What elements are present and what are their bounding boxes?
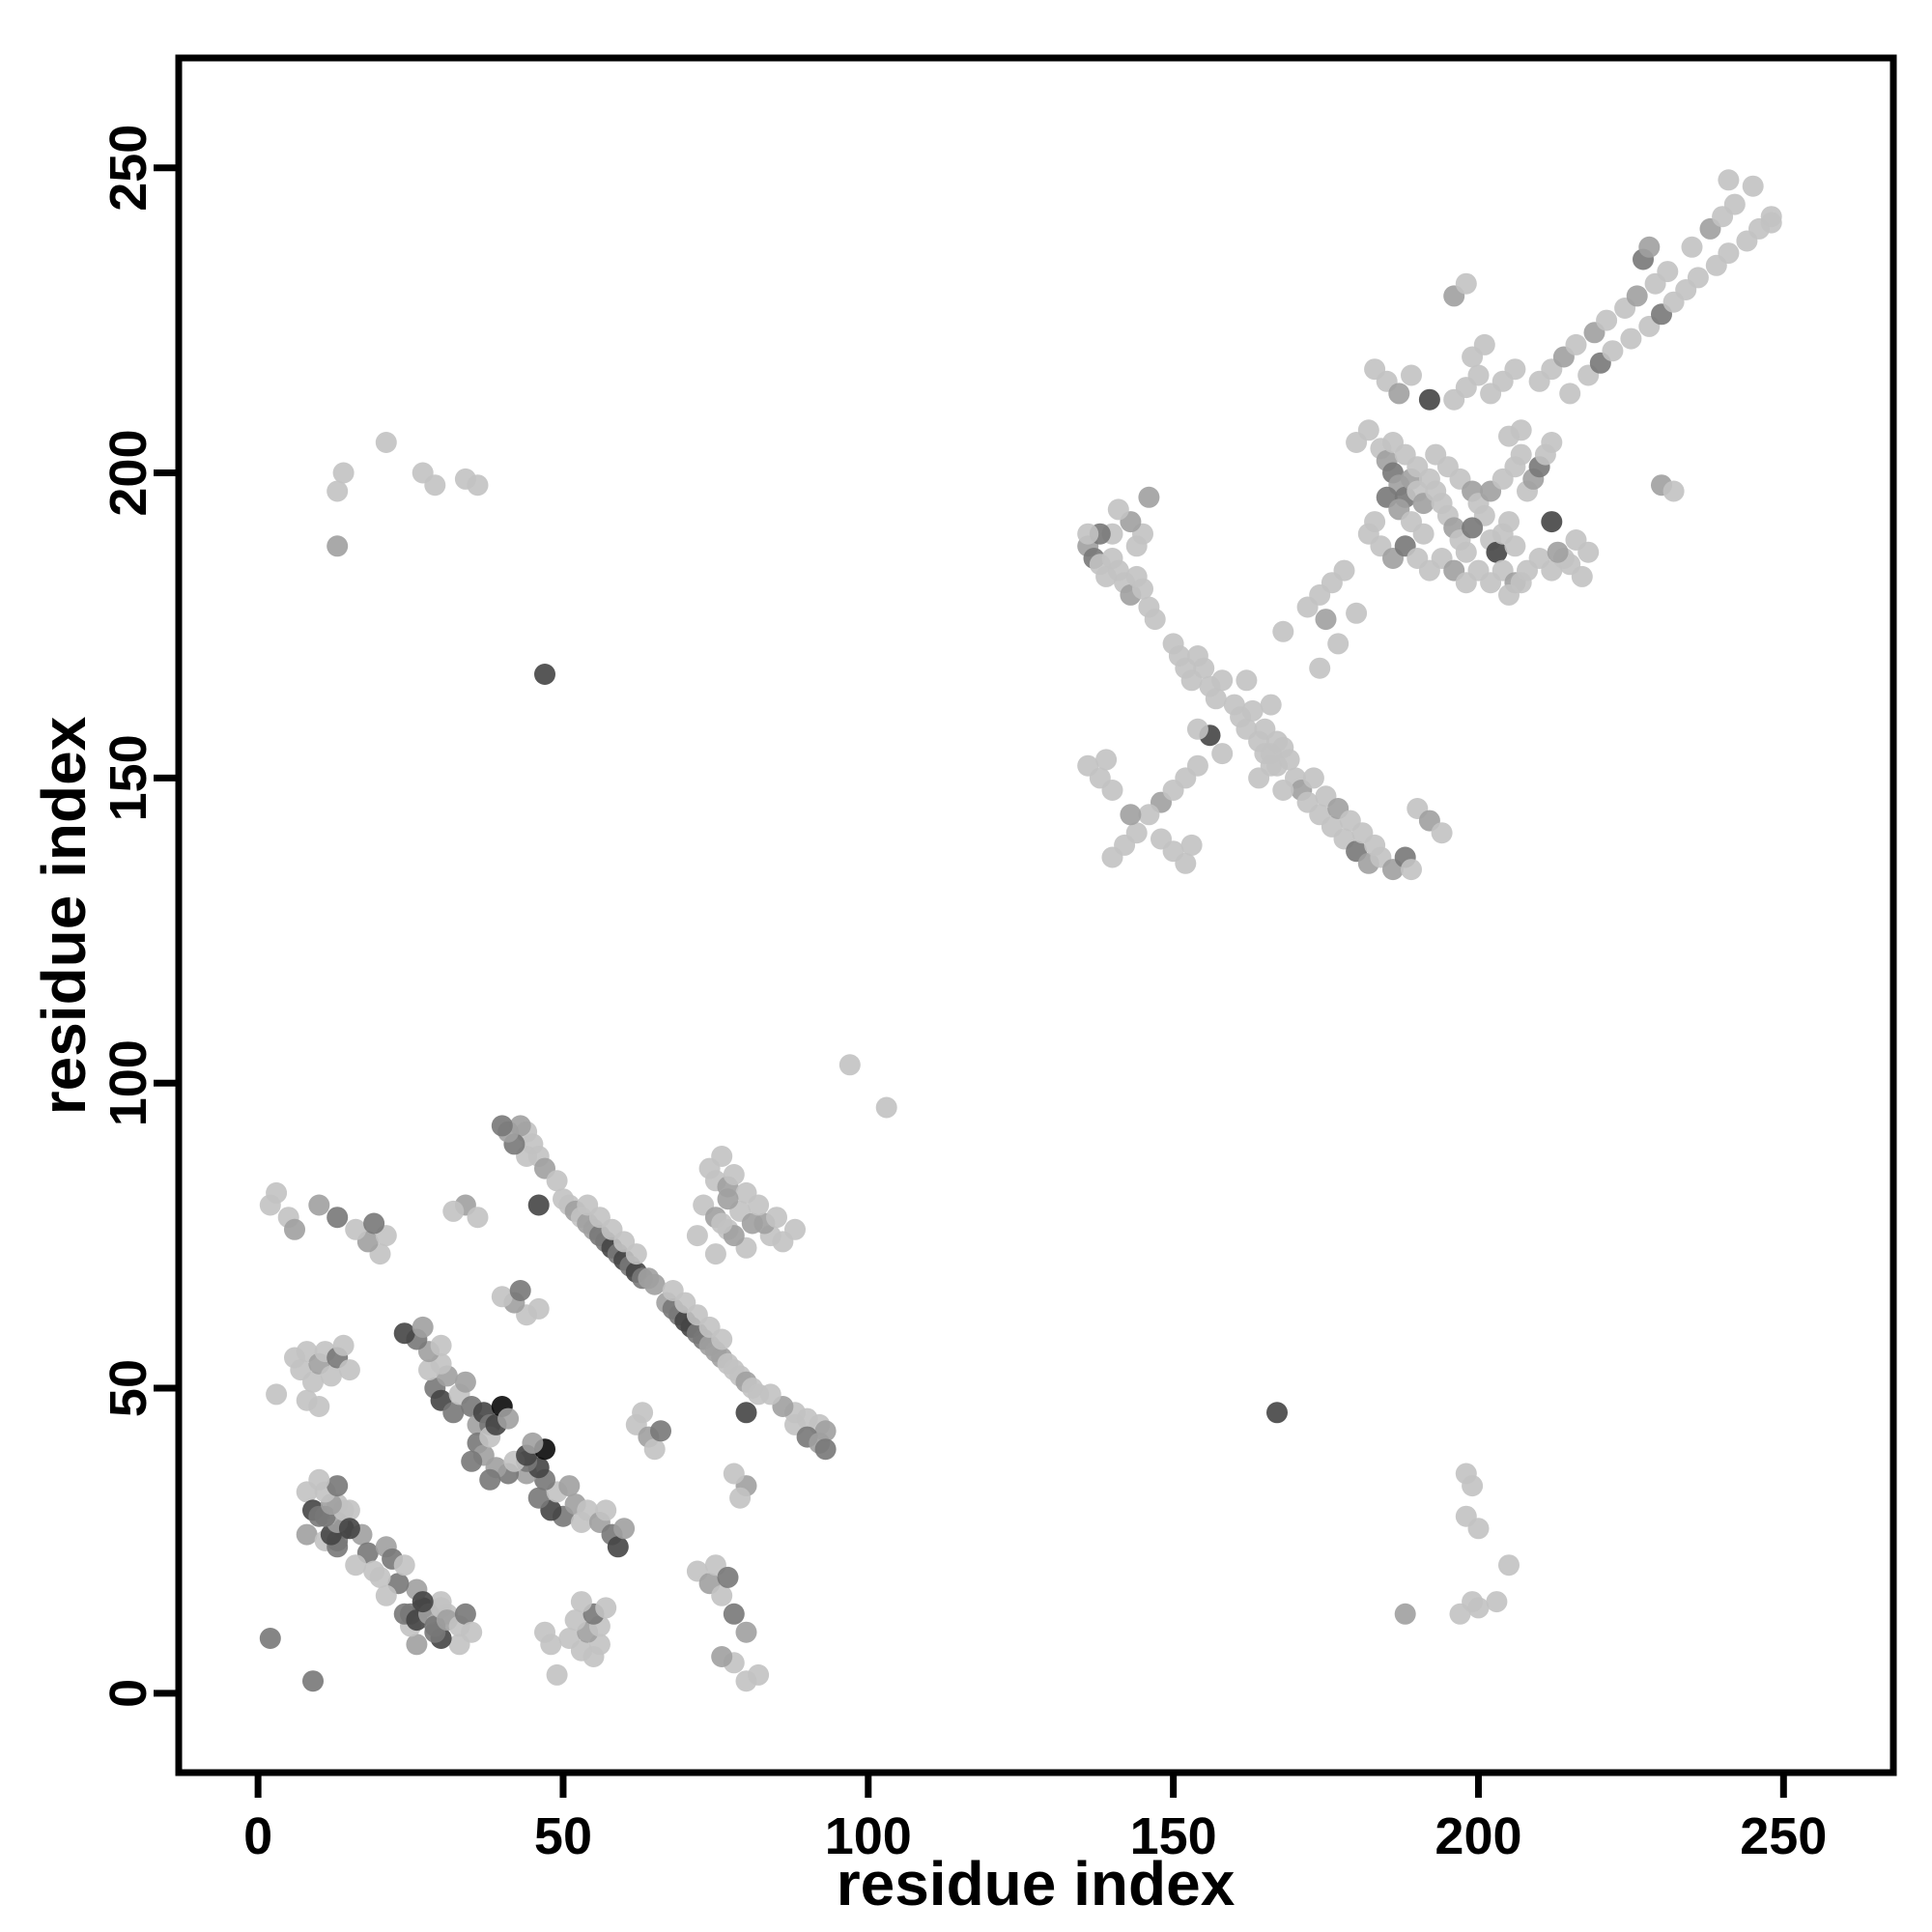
svg-text:0: 0 [243, 1807, 272, 1865]
svg-text:150: 150 [99, 734, 157, 821]
svg-text:200: 200 [1435, 1807, 1521, 1865]
svg-text:50: 50 [99, 1359, 157, 1417]
x-axis-title: residue index [836, 1849, 1236, 1918]
svg-text:250: 250 [99, 125, 157, 212]
svg-text:250: 250 [1740, 1807, 1827, 1865]
svg-text:150: 150 [1130, 1807, 1217, 1865]
svg-text:100: 100 [99, 1039, 157, 1126]
y-axis-title: residue index [29, 716, 99, 1116]
svg-text:0: 0 [99, 1679, 157, 1708]
svg-text:100: 100 [825, 1807, 912, 1865]
svg-text:50: 50 [534, 1807, 592, 1865]
svg-text:200: 200 [99, 429, 157, 516]
